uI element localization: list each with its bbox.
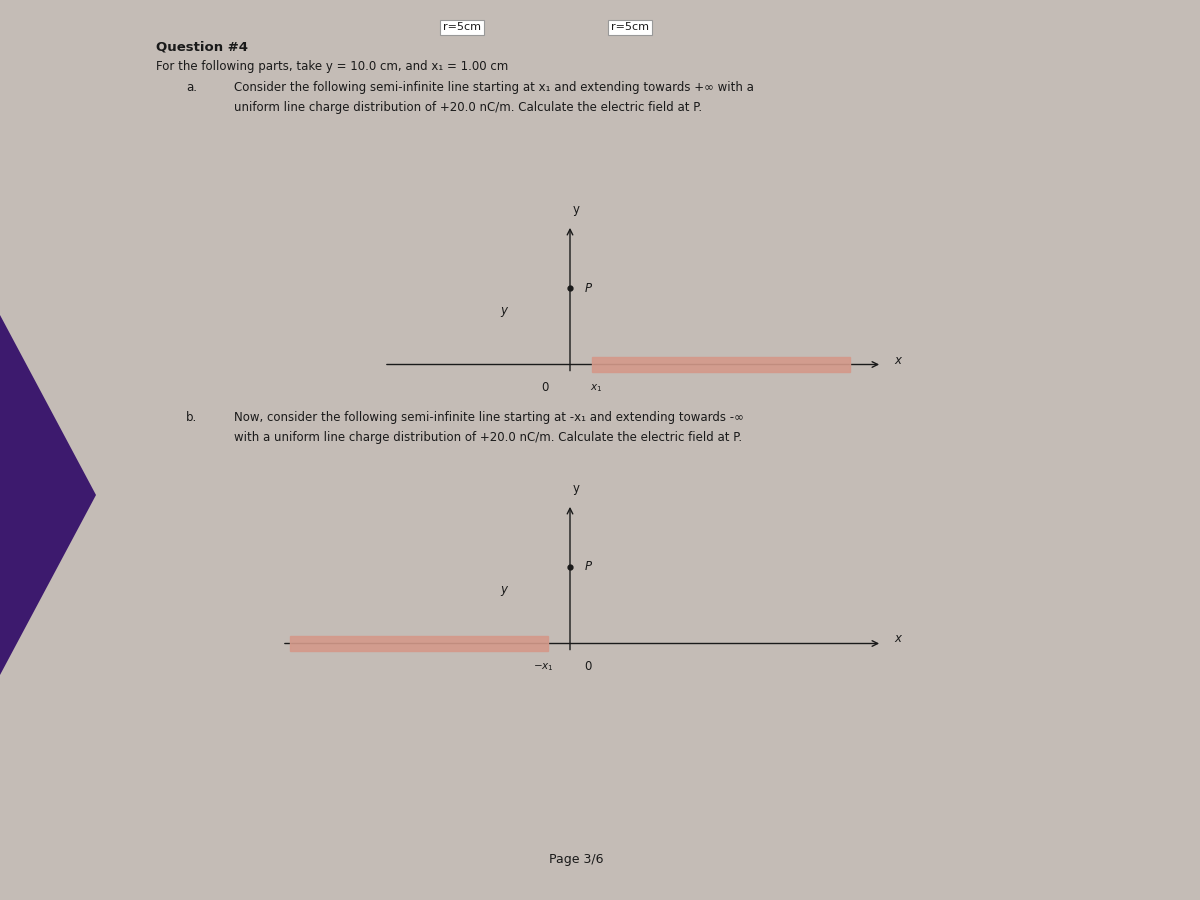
Text: x: x <box>894 354 901 366</box>
Text: Page 3/6: Page 3/6 <box>548 853 604 866</box>
Text: y: y <box>500 583 508 596</box>
Text: a.: a. <box>186 81 197 94</box>
Bar <box>290 636 548 651</box>
Polygon shape <box>0 315 96 675</box>
Text: uniform line charge distribution of +20.0 nC/m. Calculate the electric field at : uniform line charge distribution of +20.… <box>234 101 702 113</box>
Text: y: y <box>500 304 508 317</box>
Text: Question #4: Question #4 <box>156 40 248 53</box>
Text: y: y <box>572 203 580 216</box>
Text: $x_1$: $x_1$ <box>590 382 602 394</box>
Text: r=5cm: r=5cm <box>443 22 481 32</box>
Text: with a uniform line charge distribution of +20.0 nC/m. Calculate the electric fi: with a uniform line charge distribution … <box>234 431 742 444</box>
Text: Consider the following semi-infinite line starting at x₁ and extending towards +: Consider the following semi-infinite lin… <box>234 81 754 94</box>
Text: 0: 0 <box>541 381 548 393</box>
Text: 0: 0 <box>584 660 592 672</box>
Text: y: y <box>572 482 580 495</box>
Text: P: P <box>584 282 592 294</box>
Text: $-x_1$: $-x_1$ <box>533 662 554 673</box>
Text: r=5cm: r=5cm <box>611 22 649 32</box>
Text: P: P <box>584 561 592 573</box>
Text: b.: b. <box>186 411 197 424</box>
Text: For the following parts, take y = 10.0 cm, and x₁ = 1.00 cm: For the following parts, take y = 10.0 c… <box>156 60 509 73</box>
Bar <box>592 357 850 372</box>
Text: x: x <box>894 633 901 645</box>
Text: Now, consider the following semi-infinite line starting at -x₁ and extending tow: Now, consider the following semi-infinit… <box>234 411 744 424</box>
